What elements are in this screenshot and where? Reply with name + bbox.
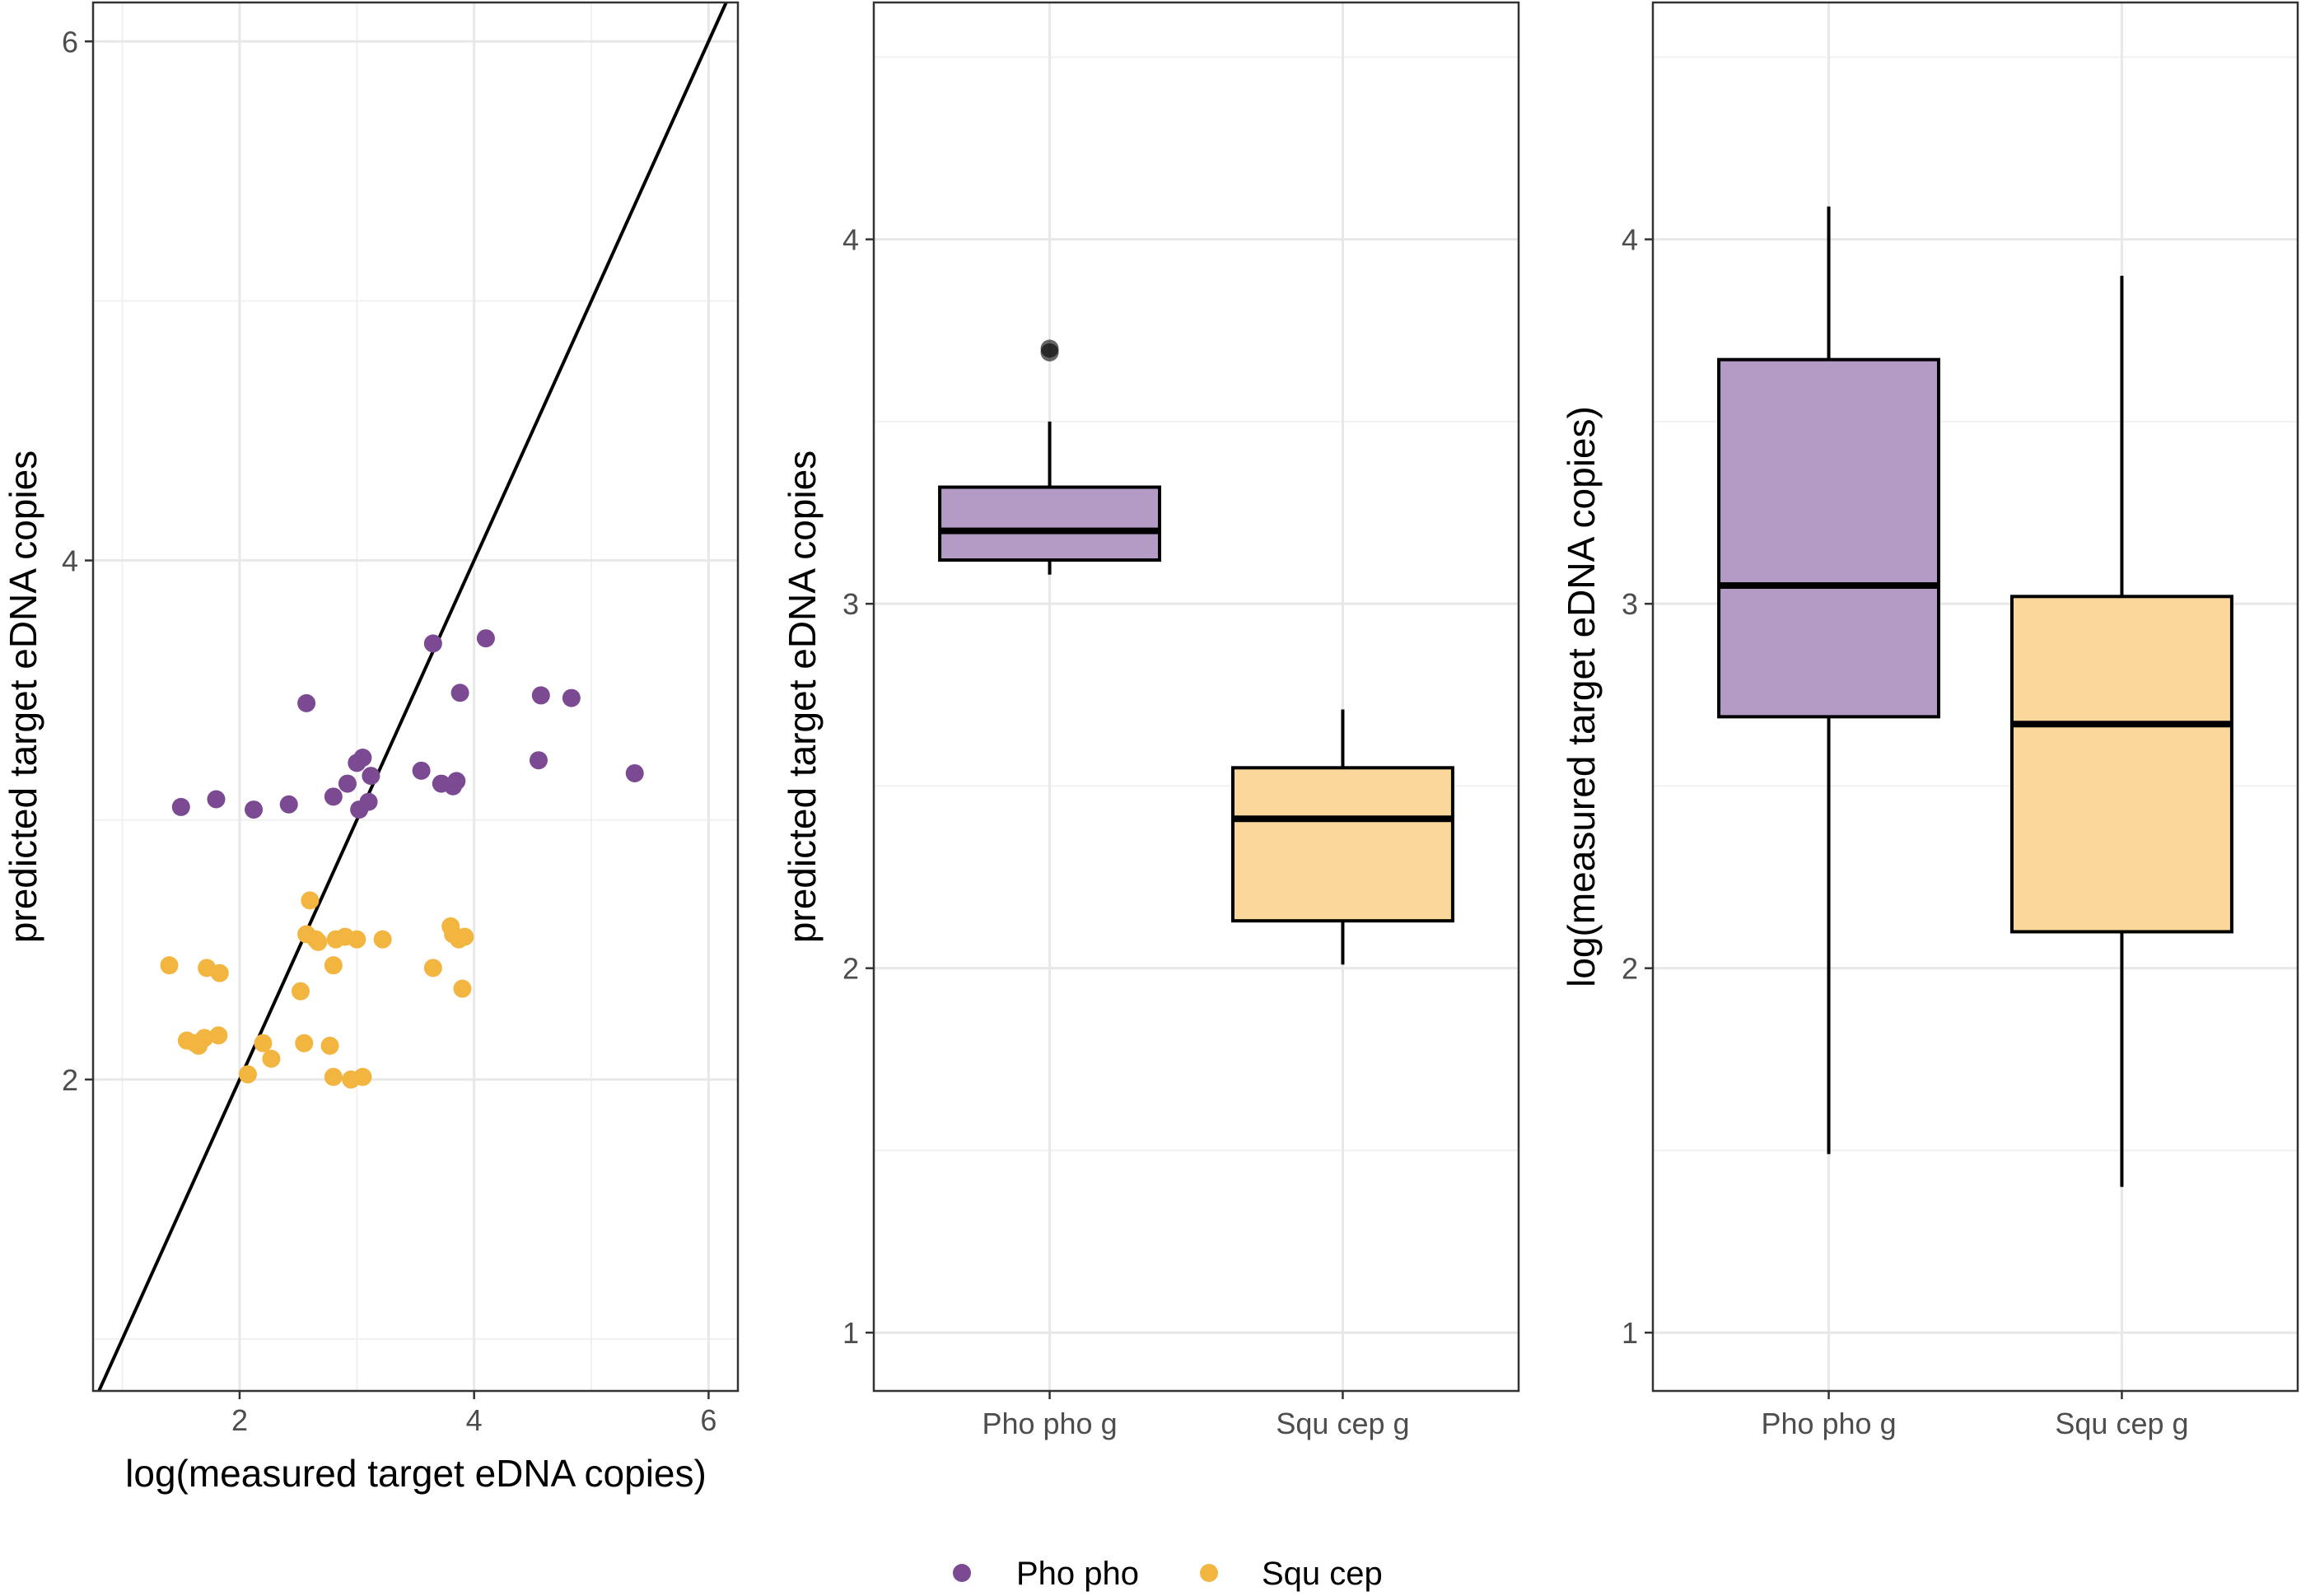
scatter-panel: 2 4 6 2 4 6 log(measured target eDNA copies)… — [2, 1, 740, 1495]
point-squ-cep — [210, 964, 229, 982]
point-squ-cep — [320, 1036, 339, 1055]
point-squ-cep — [353, 1067, 372, 1086]
point-squ-cep — [348, 930, 366, 949]
legend-label-squ-cep: Squ cep — [1262, 1556, 1383, 1592]
legend-label-pho-pho: Pho pho — [1016, 1556, 1139, 1592]
point-squ-cep — [160, 956, 179, 975]
identity-line — [97, 2, 728, 1392]
point-squ-cep — [254, 1034, 273, 1052]
predicted-x-tick-label: Squ cep g — [1276, 1407, 1409, 1440]
predicted-pho-pho-g-box — [938, 485, 1162, 562]
point-pho-pho — [359, 792, 378, 811]
predicted-y-tick-labels: 1 2 3 4 — [842, 223, 874, 1350]
scatter-y-tick-label: 6 — [62, 25, 78, 58]
point-pho-pho — [450, 684, 469, 702]
point-pho-pho — [338, 774, 357, 793]
point-squ-cep — [324, 1067, 343, 1086]
predicted-boxplot-panel: Pho pho g Squ cep g 1 2 3 4 predicted target… — [781, 1, 1520, 1440]
predicted-x-tick-labels: Pho pho g Squ cep g — [982, 1391, 1410, 1440]
scatter-points — [160, 629, 644, 1089]
legend-key-squ-cep — [1200, 1564, 1218, 1582]
point-squ-cep — [262, 1049, 281, 1068]
point-squ-cep — [373, 930, 392, 949]
predicted-boxes — [938, 339, 1454, 965]
measured-boxplot-panel: Pho pho g Squ cep g 1 2 3 4 log(measured tar… — [1560, 1, 2299, 1440]
point-squ-cep — [295, 1034, 314, 1052]
point-pho-pho — [412, 761, 431, 780]
predicted-pho-pho-g-outlier — [1040, 339, 1059, 358]
scatter-reference-line — [97, 2, 728, 1392]
point-squ-cep — [301, 891, 320, 910]
scatter-y-tick-label: 2 — [62, 1063, 78, 1097]
measured-y-tick-label: 2 — [1622, 952, 1638, 986]
scatter-plot-area — [93, 2, 738, 1391]
point-squ-cep — [455, 927, 474, 946]
scatter-gridlines — [93, 2, 738, 1391]
measured-y-tick-label: 4 — [1622, 223, 1638, 257]
predicted-y-tick-label: 2 — [842, 952, 859, 986]
point-squ-cep — [209, 1026, 228, 1045]
scatter-panel-border — [91, 1, 740, 1393]
predicted-squ-cep-g-box — [1230, 766, 1454, 923]
point-squ-cep — [453, 979, 472, 998]
measured-pho-pho-g-box — [1717, 357, 1941, 719]
predicted-plot-area — [874, 2, 1519, 1391]
scatter-y-tick-labels: 2 4 6 — [62, 25, 93, 1097]
point-pho-pho — [324, 787, 343, 806]
scatter-x-axis-title: log(measured target eDNA copies) — [125, 1452, 707, 1495]
measured-y-tick-label: 1 — [1622, 1316, 1638, 1350]
scatter-x-tick-labels: 2 4 6 — [231, 1391, 716, 1437]
point-pho-pho — [529, 751, 548, 770]
scatter-x-tick-label: 2 — [231, 1403, 248, 1437]
measured-squ-cep-g-box — [2009, 595, 2233, 934]
point-pho-pho — [279, 795, 298, 814]
point-pho-pho — [297, 693, 316, 712]
legend-key-pho-pho — [953, 1564, 971, 1582]
scatter-x-tick-label: 4 — [466, 1403, 483, 1437]
legend: Pho pho Squ cep — [953, 1556, 1383, 1592]
point-pho-pho — [447, 772, 466, 791]
point-pho-pho — [171, 797, 190, 816]
point-pho-pho — [562, 688, 581, 707]
scatter-y-axis-title: predicted target eDNA copies — [2, 450, 44, 943]
point-squ-cep — [423, 959, 442, 978]
measured-boxes — [1717, 206, 2233, 1188]
predicted-y-tick-label: 3 — [842, 587, 859, 621]
point-pho-pho — [531, 686, 550, 705]
measured-y-tick-label: 3 — [1622, 587, 1638, 621]
predicted-panel-border — [872, 1, 1520, 1393]
predicted-y-tick-label: 4 — [842, 223, 859, 257]
measured-x-tick-label: Pho pho g — [1761, 1407, 1896, 1440]
point-pho-pho — [245, 800, 264, 819]
predicted-y-tick-label: 1 — [842, 1316, 859, 1350]
predicted-x-tick-label: Pho pho g — [982, 1407, 1117, 1440]
point-squ-cep — [324, 956, 343, 975]
point-squ-cep — [291, 982, 310, 1001]
scatter-x-tick-label: 6 — [700, 1403, 716, 1437]
point-pho-pho — [625, 763, 644, 782]
measured-x-tick-labels: Pho pho g Squ cep g — [1761, 1391, 2189, 1440]
point-pho-pho — [362, 767, 380, 786]
predicted-y-axis-title: predicted target eDNA copies — [781, 450, 824, 943]
measured-y-axis-title: log(measured target eDNA copies) — [1560, 406, 1603, 987]
point-pho-pho — [353, 749, 372, 768]
point-squ-cep — [195, 1029, 214, 1048]
measured-y-tick-labels: 1 2 3 4 — [1622, 223, 1653, 1350]
point-pho-pho — [207, 790, 226, 809]
point-squ-cep — [309, 932, 328, 951]
point-pho-pho — [423, 634, 442, 653]
measured-x-tick-label: Squ cep g — [2055, 1407, 2188, 1440]
point-squ-cep — [238, 1065, 257, 1084]
measured-panel-border — [1651, 1, 2299, 1393]
point-pho-pho — [476, 629, 495, 648]
predicted-gridlines — [874, 2, 1519, 1391]
scatter-y-tick-label: 4 — [62, 544, 78, 578]
